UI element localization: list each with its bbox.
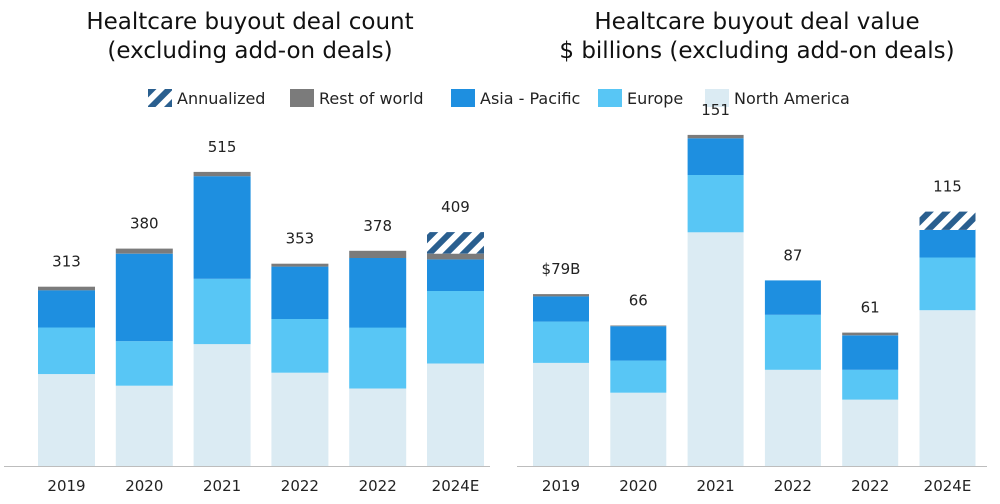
value-bar-asia-pacific-6 <box>919 230 976 258</box>
count-bar-annualized-6 <box>427 232 484 254</box>
value-bar-asia-pacific-5 <box>842 335 899 370</box>
legend-item-north-america: North America <box>705 86 850 110</box>
count-bar-rest-of-world-6 <box>427 253 484 260</box>
count-bar-north-america-3 <box>193 344 251 466</box>
value-bar-asia-pacific-2 <box>610 326 667 361</box>
count-x-tick-label-1: 2019 <box>47 477 85 495</box>
count-bar-rest-of-world-4 <box>271 263 329 267</box>
count-bar-asia-pacific-6 <box>427 259 484 291</box>
legend-label-rest-of-world: Rest of world <box>319 88 424 108</box>
count-total-label-3: 515 <box>208 138 237 156</box>
deal-value-chart: $79B 2019 66 2020 151 2021 87 2022 61 2022 115 2024… <box>517 101 987 495</box>
value-bar-north-america-3 <box>687 232 744 466</box>
value-total-label-1: $79B <box>542 260 581 278</box>
count-bar-asia-pacific-1 <box>38 290 95 328</box>
count-x-tick-label-2: 2020 <box>125 477 163 495</box>
value-bar-europe-5 <box>842 369 899 400</box>
count-bar-europe-3 <box>193 278 251 345</box>
value-x-tick-label-2: 2020 <box>619 477 657 495</box>
count-bar-europe-5 <box>349 327 407 389</box>
asia-pacific-swatch-icon <box>451 89 475 107</box>
value-bar-asia-pacific-1 <box>533 296 589 322</box>
count-bar-north-america-1 <box>38 374 95 466</box>
value-bar-asia-pacific-3 <box>687 138 744 175</box>
value-bar-europe-4 <box>764 314 821 370</box>
count-bar-north-america-5 <box>349 388 407 466</box>
right-chart-title-line2: $ billions (excluding add-on deals) <box>559 38 955 64</box>
legend-item-annualized: Annualized <box>148 86 265 110</box>
value-bar-rest-of-world-5 <box>842 332 899 336</box>
left-chart-title-line1: Healtcare buyout deal count <box>86 9 414 35</box>
count-bar-europe-2 <box>115 341 173 386</box>
count-bar-asia-pacific-2 <box>115 253 173 342</box>
legend-label-north-america: North America <box>734 88 850 108</box>
value-x-tick-label-5: 2022 <box>851 477 889 495</box>
value-total-label-4: 87 <box>783 246 802 264</box>
count-x-tick-label-3: 2021 <box>203 477 241 495</box>
value-total-label-2: 66 <box>629 292 648 310</box>
annualized-swatch-icon <box>148 89 172 107</box>
count-bar-north-america-4 <box>271 372 329 466</box>
legend-item-rest-of-world: Rest of world <box>290 86 424 110</box>
value-x-tick-label-6: 2024E <box>924 477 972 495</box>
value-bar-rest-of-world-1 <box>533 294 589 297</box>
left-chart-title: Healtcare buyout deal count (excluding a… <box>10 8 490 66</box>
legend: Annualized Rest of world Asia - Pacific … <box>0 86 1000 112</box>
value-bar-north-america-5 <box>842 399 899 466</box>
value-x-tick-label-4: 2022 <box>774 477 812 495</box>
value-bar-annualized-6 <box>919 211 976 230</box>
count-bar-asia-pacific-5 <box>349 258 407 328</box>
value-total-label-3: 151 <box>701 101 730 119</box>
legend-item-asia-pacific: Asia - Pacific <box>451 86 580 110</box>
legend-item-europe: Europe <box>598 86 683 110</box>
count-x-tick-label-6: 2024E <box>432 477 480 495</box>
right-chart-title-line1: Healtcare buyout deal value <box>594 9 920 35</box>
value-x-tick-label-3: 2021 <box>697 477 735 495</box>
value-bar-europe-6 <box>919 257 976 311</box>
value-bar-europe-1 <box>533 321 589 363</box>
count-total-label-2: 380 <box>130 215 159 233</box>
value-total-label-5: 61 <box>861 299 880 317</box>
value-bar-north-america-6 <box>919 310 976 466</box>
value-bar-north-america-2 <box>610 392 667 466</box>
count-bar-north-america-6 <box>427 363 484 466</box>
count-total-label-1: 313 <box>52 253 81 271</box>
count-x-tick-label-5: 2022 <box>359 477 397 495</box>
count-bar-north-america-2 <box>115 385 173 466</box>
north-america-swatch-icon <box>705 89 729 107</box>
count-total-label-4: 353 <box>286 230 315 248</box>
count-bar-asia-pacific-4 <box>271 266 329 319</box>
count-bar-rest-of-world-2 <box>115 248 173 254</box>
count-bar-rest-of-world-5 <box>349 250 407 258</box>
value-bar-rest-of-world-3 <box>687 134 744 139</box>
count-bar-asia-pacific-3 <box>193 176 251 279</box>
right-chart-title: Healtcare buyout deal value $ billions (… <box>517 8 997 66</box>
value-bar-north-america-1 <box>533 362 589 466</box>
count-bar-rest-of-world-3 <box>193 171 251 177</box>
count-bar-europe-6 <box>427 291 484 364</box>
count-x-tick-label-4: 2022 <box>281 477 319 495</box>
value-bar-europe-3 <box>687 175 744 233</box>
count-bar-rest-of-world-1 <box>38 286 95 291</box>
value-bar-rest-of-world-2 <box>610 325 667 327</box>
legend-label-annualized: Annualized <box>177 88 266 108</box>
count-bar-europe-1 <box>38 327 95 375</box>
value-total-label-6: 115 <box>933 178 962 196</box>
legend-label-europe: Europe <box>627 88 684 108</box>
legend-label-asia-pacific: Asia - Pacific <box>480 88 581 108</box>
value-bar-north-america-4 <box>764 369 821 467</box>
count-total-label-6: 409 <box>441 198 470 216</box>
value-bar-europe-2 <box>610 360 667 393</box>
deal-count-chart: 313 2019 380 2020 515 2021 353 2022 378 2022 409 20… <box>4 138 490 495</box>
value-x-tick-label-1: 2019 <box>542 477 580 495</box>
europe-swatch-icon <box>598 89 622 107</box>
count-total-label-5: 378 <box>363 217 392 235</box>
count-bar-europe-4 <box>271 318 329 373</box>
value-bar-asia-pacific-4 <box>764 280 821 315</box>
rest-of-world-swatch-icon <box>290 89 314 107</box>
left-chart-title-line2: (excluding add-on deals) <box>107 38 393 64</box>
